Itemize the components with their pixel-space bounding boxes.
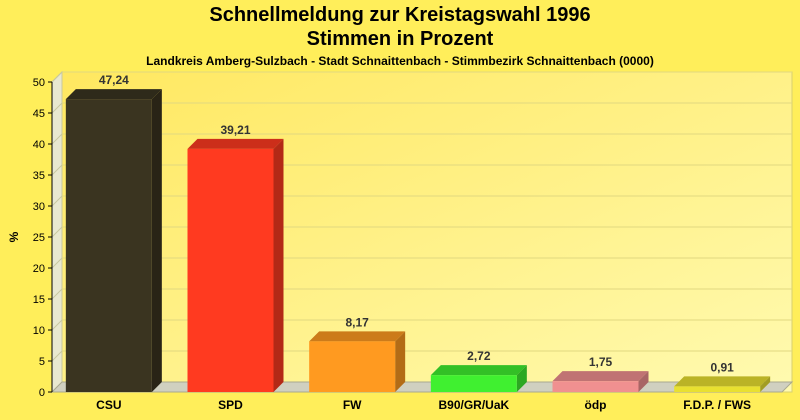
bar-side-face bbox=[638, 371, 649, 392]
y-tick-label: 10 bbox=[33, 325, 45, 337]
y-tick-label: 45 bbox=[33, 108, 45, 120]
bar bbox=[430, 375, 517, 392]
chart-title: Schnellmeldung zur Kreistagswahl 1996 bbox=[209, 4, 591, 26]
gridline-side bbox=[51, 226, 63, 238]
bar-top-face bbox=[309, 331, 406, 342]
gridline-side bbox=[51, 102, 63, 114]
bar-spd bbox=[187, 138, 284, 392]
bar-side-face bbox=[273, 138, 284, 392]
y-tick-label: 35 bbox=[33, 170, 45, 182]
chart-title-line2: Stimmen in Prozent bbox=[306, 28, 494, 50]
gridline-side bbox=[51, 319, 63, 331]
gridline-side bbox=[51, 133, 63, 145]
bar-top-face bbox=[430, 365, 527, 376]
data-label: 47,24 bbox=[99, 73, 129, 87]
bar-top-face bbox=[674, 376, 771, 387]
x-tick-label: ödp bbox=[585, 398, 607, 412]
y-tick-label: 20 bbox=[33, 263, 45, 275]
bar-top-face bbox=[187, 138, 284, 149]
data-label: 8,17 bbox=[345, 315, 369, 329]
gridline-side bbox=[51, 288, 63, 300]
y-tick-label: 40 bbox=[33, 139, 45, 151]
gridline-side bbox=[51, 195, 63, 207]
bar-side-face bbox=[516, 365, 527, 392]
bar bbox=[65, 99, 152, 392]
bar bbox=[187, 148, 274, 392]
bar-b90-gr-uak bbox=[430, 365, 527, 392]
gridline-side bbox=[51, 257, 63, 269]
y-tick-label: 30 bbox=[33, 201, 45, 213]
data-label: 2,72 bbox=[467, 349, 491, 363]
bar bbox=[309, 341, 396, 392]
bar-top-face bbox=[552, 371, 649, 382]
bar-f-d-p-fws bbox=[674, 376, 771, 392]
bar--dp bbox=[552, 371, 649, 392]
bar-side-face bbox=[760, 376, 771, 392]
x-tick-label: CSU bbox=[96, 398, 121, 412]
y-tick-label: 15 bbox=[33, 294, 45, 306]
x-tick-label: FW bbox=[343, 398, 362, 412]
bar-side-face bbox=[151, 89, 162, 392]
data-label: 39,21 bbox=[220, 123, 250, 137]
chart-subtitle: Landkreis Amberg-Sulzbach - Stadt Schnai… bbox=[146, 54, 654, 68]
bar bbox=[552, 381, 639, 392]
y-tick-label: 50 bbox=[33, 77, 45, 89]
gridline-side bbox=[51, 164, 63, 176]
bar bbox=[674, 386, 761, 392]
bar-csu bbox=[65, 89, 162, 392]
y-tick-label: 5 bbox=[39, 356, 45, 368]
x-tick-label: B90/GR/UaK bbox=[438, 398, 509, 412]
gridline-side bbox=[51, 71, 63, 83]
x-tick-label: F.D.P. / FWS bbox=[683, 398, 751, 412]
bar-top-face bbox=[65, 89, 162, 100]
data-label: 0,91 bbox=[710, 360, 734, 374]
y-tick-label: 0 bbox=[39, 387, 45, 399]
data-label: 1,75 bbox=[589, 355, 613, 369]
bar-fw bbox=[309, 331, 406, 392]
x-tick-label: SPD bbox=[218, 398, 243, 412]
y-tick-label: 25 bbox=[33, 232, 45, 244]
gridline-side bbox=[51, 350, 63, 362]
y-axis-label: % bbox=[7, 231, 21, 242]
plot-back-wall bbox=[61, 71, 793, 393]
bar-side-face bbox=[395, 331, 406, 392]
